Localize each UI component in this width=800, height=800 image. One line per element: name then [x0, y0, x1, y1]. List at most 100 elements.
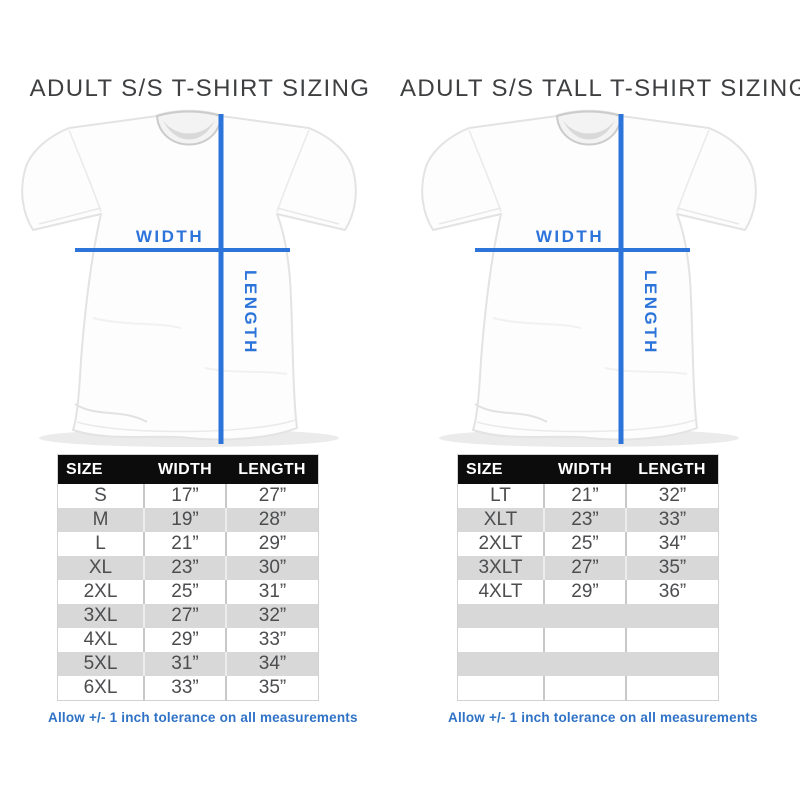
- table-row: [457, 652, 719, 676]
- table-row: [457, 604, 719, 628]
- size-table-header: SIZE WIDTH LENGTH: [57, 454, 319, 484]
- table-row: 4XL 29” 33”: [58, 628, 319, 652]
- table-row: [458, 676, 719, 701]
- table-cell: 19”: [143, 508, 226, 532]
- table-row: 4XLT 29” 36”: [458, 580, 719, 604]
- table-cell: 32”: [225, 604, 319, 628]
- table-cell: M: [92, 509, 109, 530]
- table-row: 2XL 25” 31”: [58, 580, 319, 604]
- table-cell: 21”: [543, 484, 626, 508]
- table-cell: 33”: [625, 508, 719, 532]
- table-row: 2XLT 25” 34”: [458, 532, 719, 556]
- panel-title: ADULT S/S T-SHIRT SIZING: [29, 75, 371, 102]
- table-header-cell: LENGTH: [226, 454, 319, 484]
- table-cell: 27”: [225, 484, 319, 508]
- table-cell: [458, 628, 545, 652]
- table-row: XL 23” 30”: [57, 556, 319, 580]
- sizing-panel: ADULT S/S TALL T-SHIRT SIZING: [400, 0, 800, 725]
- table-cell: XLT: [483, 509, 518, 530]
- table-cell: [625, 628, 719, 652]
- table-cell: [543, 628, 626, 652]
- table-header-cell: LENGTH: [626, 454, 719, 484]
- table-header-row: SIZE WIDTH LENGTH: [57, 454, 319, 484]
- table-cell: 34”: [225, 652, 319, 676]
- tshirt-body: [21, 111, 357, 441]
- table-row: XLT 23” 33”: [457, 508, 719, 532]
- table-cell: [625, 676, 719, 701]
- table-row: 6XL 33” 35”: [58, 676, 319, 701]
- table-cell: 35”: [225, 676, 319, 701]
- sizing-panels: ADULT S/S T-SHIRT SIZING: [0, 0, 800, 725]
- table-row: L 21” 29”: [58, 532, 319, 556]
- table-cell: 33”: [143, 676, 226, 701]
- table-cell: 5XL: [83, 653, 118, 674]
- table-header-cell: WIDTH: [144, 454, 226, 484]
- table-cell-empty: [458, 652, 719, 676]
- table-row: 5XL 31” 34”: [57, 652, 319, 676]
- table-cell: 3XLT: [478, 557, 523, 578]
- table-cell: 21”: [143, 532, 226, 556]
- table-cell: 25”: [543, 532, 626, 556]
- table-cell: 34”: [625, 532, 719, 556]
- sizing-panel: ADULT S/S T-SHIRT SIZING: [0, 0, 400, 725]
- table-cell: L: [95, 533, 106, 554]
- table-cell: 2XLT: [478, 533, 523, 554]
- table-cell: 23”: [543, 508, 626, 532]
- size-table-header: SIZE WIDTH LENGTH: [457, 454, 719, 484]
- table-cell: [543, 676, 626, 701]
- table-cell: 27”: [543, 556, 626, 580]
- table-cell-empty: [458, 604, 719, 628]
- table-row: [458, 628, 719, 652]
- shirt-fold-lines: [438, 129, 740, 433]
- tolerance-note: Allow +/- 1 inch tolerance on all measur…: [448, 710, 758, 725]
- length-label: LENGTH: [641, 270, 660, 355]
- tolerance-note: Allow +/- 1 inch tolerance on all measur…: [48, 710, 358, 725]
- table-cell: 29”: [225, 532, 319, 556]
- table-cell: 36”: [625, 580, 719, 604]
- table-cell: 28”: [225, 508, 319, 532]
- table-header-cell: SIZE: [57, 454, 144, 484]
- table-cell: 23”: [143, 556, 226, 580]
- width-label: WIDTH: [536, 227, 604, 246]
- table-cell: [458, 676, 545, 701]
- table-cell: XL: [88, 557, 113, 578]
- size-table-wrap: SIZE WIDTH LENGTH S 17” 27” M 19” 28” L 21” 29” XL 2…: [57, 454, 319, 701]
- table-cell: 6XL: [83, 677, 118, 698]
- table-cell: 30”: [225, 556, 319, 580]
- panel-title: ADULT S/S TALL T-SHIRT SIZING: [400, 75, 800, 102]
- table-row: 3XL 27” 32”: [57, 604, 319, 628]
- table-cell: 29”: [143, 628, 226, 652]
- table-cell: LT: [490, 485, 511, 506]
- tshirt-measurement-diagram: WIDTH LENGTH: [421, 109, 757, 447]
- table-cell: 32”: [625, 484, 719, 508]
- table-cell: 27”: [143, 604, 226, 628]
- width-label: WIDTH: [136, 227, 204, 246]
- table-cell: 31”: [225, 580, 319, 604]
- shirt-fold-lines: [38, 129, 340, 433]
- table-cell: 2XL: [83, 581, 118, 602]
- table-row: S 17” 27”: [58, 484, 319, 508]
- size-table: SIZE WIDTH LENGTH LT 21” 32” XLT 23” 33” 2XLT 25”…: [457, 454, 719, 701]
- table-row: M 19” 28”: [57, 508, 319, 532]
- size-table-wrap: SIZE WIDTH LENGTH LT 21” 32” XLT 23” 33” 2XLT 25”…: [457, 454, 719, 701]
- length-label: LENGTH: [241, 270, 260, 355]
- table-cell: S: [94, 485, 107, 506]
- table-cell: 4XLT: [478, 581, 523, 602]
- table-cell: 25”: [143, 580, 226, 604]
- table-header-cell: SIZE: [457, 454, 544, 484]
- table-cell: 35”: [625, 556, 719, 580]
- table-row: LT 21” 32”: [458, 484, 719, 508]
- table-cell: 33”: [225, 628, 319, 652]
- size-table-body: LT 21” 32” XLT 23” 33” 2XLT 25” 34” 3XLT 27” 35” 4XL…: [457, 484, 719, 701]
- table-cell: 31”: [143, 652, 226, 676]
- table-row: 3XLT 27” 35”: [457, 556, 719, 580]
- table-cell: 3XL: [83, 605, 118, 626]
- table-header-row: SIZE WIDTH LENGTH: [457, 454, 719, 484]
- table-header-cell: WIDTH: [544, 454, 626, 484]
- size-table-body: S 17” 27” M 19” 28” L 21” 29” XL 23” 30” 2XL 25” 31” 3X…: [57, 484, 319, 701]
- tshirt-body: [421, 111, 757, 441]
- table-cell: 17”: [143, 484, 226, 508]
- size-table: SIZE WIDTH LENGTH S 17” 27” M 19” 28” L 21” 29” XL 2…: [57, 454, 319, 701]
- table-cell: 4XL: [83, 629, 118, 650]
- tshirt-measurement-diagram: WIDTH LENGTH: [21, 109, 357, 447]
